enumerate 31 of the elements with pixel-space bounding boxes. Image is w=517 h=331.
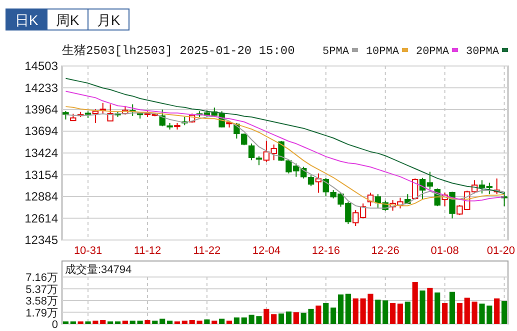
xtick: 10-31: [74, 245, 102, 257]
ytick: 3.58万: [26, 296, 58, 308]
ytick: 14233: [24, 80, 58, 95]
annotation: 成交量:34794: [65, 264, 132, 276]
ytick: 12884: [24, 190, 58, 204]
ytick: 7.16万: [26, 272, 58, 284]
ytick: 13964: [24, 102, 58, 116]
title: 生猪2503[lh2503] 2025-01-20 15:00: [62, 44, 295, 58]
legend-label: 30PMA: [466, 46, 499, 58]
xtick: 12-16: [312, 245, 340, 257]
ytick: 1.79万: [26, 307, 58, 320]
xtick: 11-12: [134, 245, 162, 257]
ytick: 5.37万: [26, 284, 58, 296]
tab-label: 周K: [56, 12, 80, 28]
legend-label: 10PMA: [366, 46, 399, 58]
xtick: 11-22: [193, 245, 221, 257]
ytick: 14503: [24, 59, 58, 73]
xtick: 01-08: [430, 245, 459, 257]
ytick: 13694: [24, 124, 58, 138]
xtick: 12-26: [371, 245, 400, 257]
ytick: 13424: [24, 146, 58, 160]
tab-label: 月K: [96, 12, 120, 28]
legend-label: 5PMA: [322, 46, 349, 58]
tab-label: 日K: [14, 12, 38, 28]
legend-label: 20PMA: [416, 46, 449, 58]
ytick: 0: [52, 319, 58, 331]
xtick: 01-20: [486, 245, 515, 257]
xtick: 12-04: [252, 245, 280, 257]
ytick: 13154: [24, 168, 58, 182]
ytick: 12345: [24, 233, 58, 247]
ytick: 12614: [24, 211, 58, 226]
